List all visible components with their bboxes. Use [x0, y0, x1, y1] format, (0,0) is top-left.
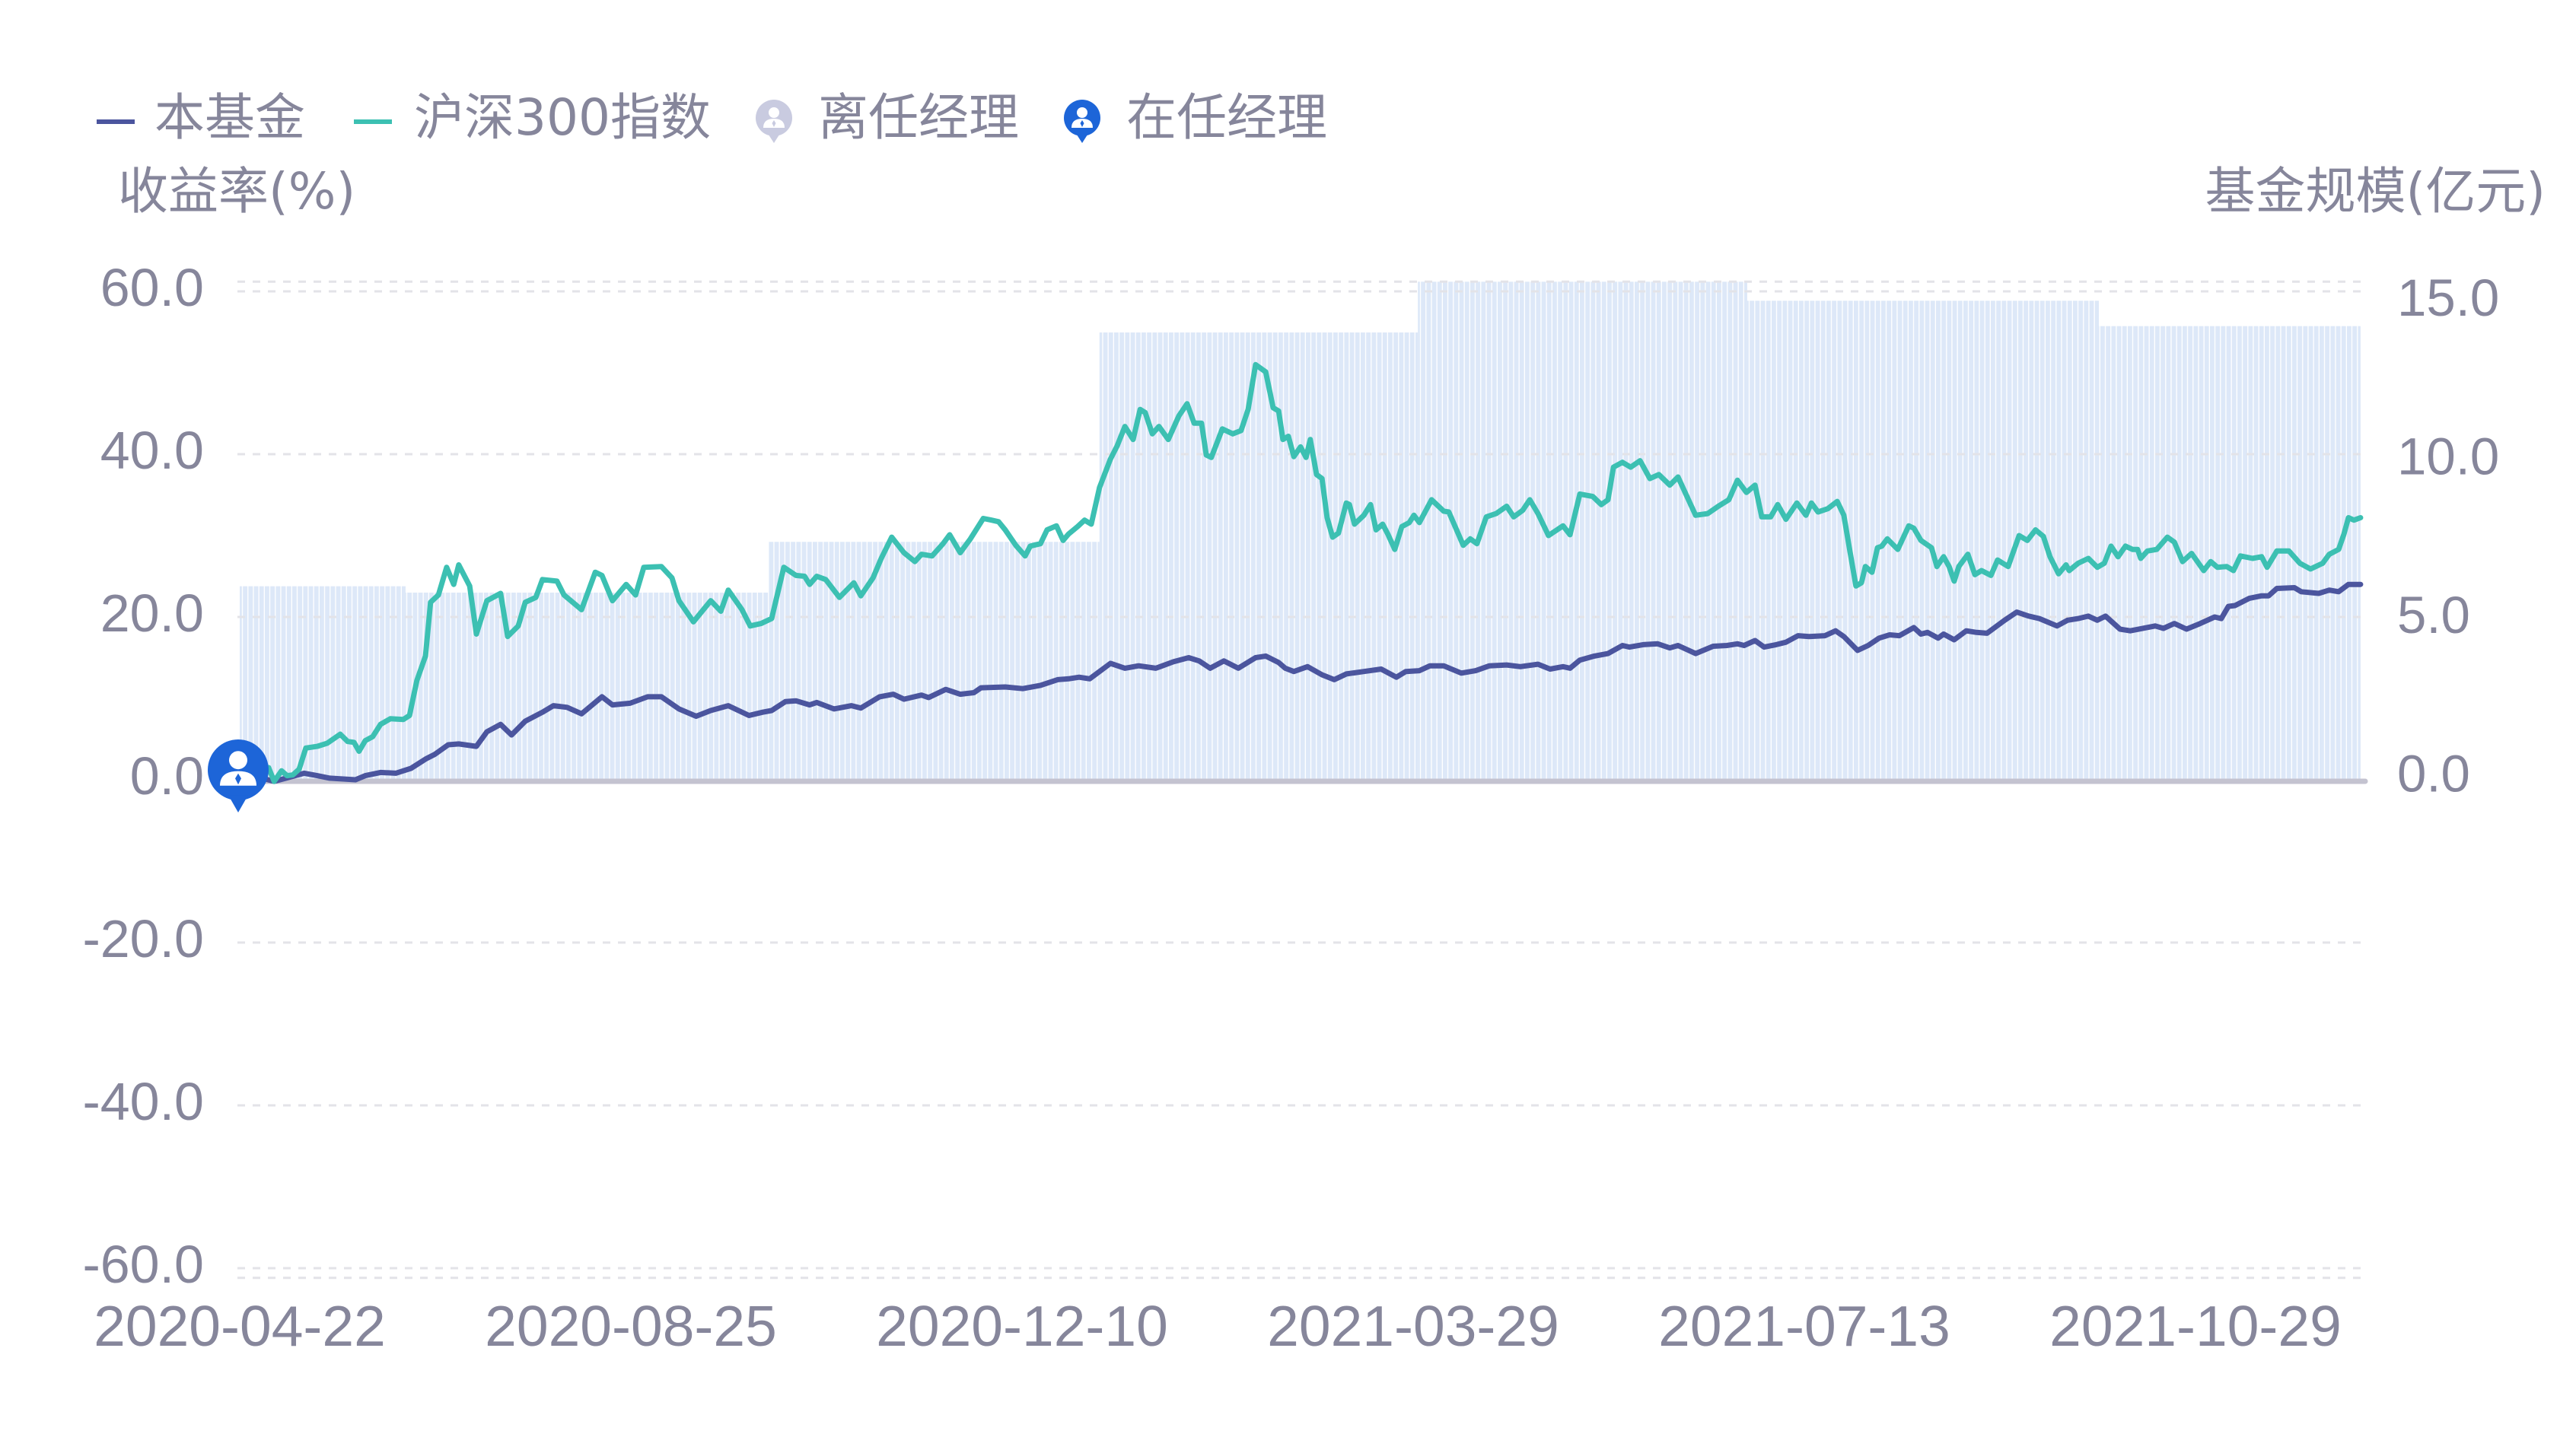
x-axis-date-label: 2020-12-10 — [876, 1294, 1168, 1358]
fund-size-bar-segment — [240, 586, 406, 780]
line-swatch-icon — [354, 119, 392, 124]
legend-label: 沪深300指数 — [414, 88, 711, 147]
right-axis-tick-label: 15.0 — [2397, 269, 2499, 327]
former-manager-pin-icon — [756, 100, 792, 143]
right-axis-tick-label: 0.0 — [2397, 745, 2470, 803]
right-axis-title: 基金规模(亿元) — [2205, 162, 2546, 221]
left-axis-tick-label: 40.0 — [100, 421, 204, 480]
right-axis-tick-label: 5.0 — [2397, 586, 2470, 644]
fund-size-bar-segment — [1099, 332, 1419, 780]
legend-item-csi300[interactable]: 沪深300指数 — [354, 90, 711, 146]
csi300-return-line — [237, 361, 2364, 784]
fund-return-line — [237, 581, 2364, 784]
current-manager-pin-icon — [1064, 100, 1100, 143]
fund-size-bar-segment — [405, 592, 769, 780]
left-axis-tick-label: 20.0 — [100, 583, 204, 643]
left-axis-title: 收益率(%) — [118, 162, 356, 221]
legend-item-current-manager[interactable]: 在任经理 — [1062, 90, 1327, 146]
line-swatch-icon — [97, 119, 135, 124]
x-axis-ticks: 2020-04-22 2020-08-25 2020-12-10 2021-03-29… — [94, 1294, 2342, 1358]
x-axis-date-label: 2021-07-13 — [1658, 1294, 1950, 1358]
x-axis-date-label: 2021-10-29 — [2049, 1294, 2342, 1358]
left-axis-tick-label: -20.0 — [82, 909, 204, 968]
x-axis-date-label: 2021-03-29 — [1267, 1294, 1559, 1358]
current-manager-marker-icon[interactable] — [208, 739, 269, 812]
line-series — [237, 361, 2364, 784]
x-axis-date-label: 2020-04-22 — [94, 1294, 386, 1358]
legend-item-fund[interactable]: 本基金 — [97, 90, 305, 146]
left-axis-tick-label: 60.0 — [100, 258, 204, 317]
right-axis-tick-label: 10.0 — [2397, 428, 2499, 486]
legend-label: 在任经理 — [1126, 88, 1327, 147]
left-axis-tick-label: 0.0 — [130, 746, 204, 806]
fund-size-bar-segment — [1418, 281, 1747, 780]
left-axis-tick-label: -40.0 — [82, 1072, 204, 1131]
legend-label: 离任经理 — [818, 88, 1019, 147]
right-axis-ticks: 15.0 10.0 5.0 0.0 — [2397, 269, 2499, 803]
legend-item-former-manager[interactable]: 离任经理 — [754, 90, 1019, 146]
legend-label: 本基金 — [154, 88, 305, 147]
x-axis-date-label: 2020-08-25 — [485, 1294, 777, 1358]
left-axis-ticks: 60.0 40.0 20.0 0.0 -20.0 -40.0 -60.0 — [82, 258, 204, 1294]
left-axis-tick-label: -60.0 — [82, 1235, 204, 1294]
